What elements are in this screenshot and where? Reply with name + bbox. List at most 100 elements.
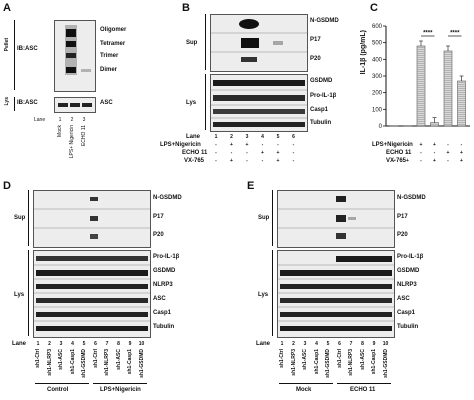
e-lane-6: 6 xyxy=(338,341,341,347)
panel-b-label: B xyxy=(182,2,190,14)
band-tetramer: Tetramer xyxy=(100,41,126,47)
band-d-p20: P20 xyxy=(153,232,164,238)
band-e-p20: P20 xyxy=(397,232,408,238)
band-d-casp1: Casp1 xyxy=(153,310,172,316)
band-d-proil1b: Pro-IL-1β xyxy=(153,254,180,260)
e-cond-6: sh1-Ctrl xyxy=(336,349,343,368)
c-mark-2-2: - xyxy=(406,150,409,156)
b-treat-3: VX-765 xyxy=(184,158,205,164)
e-cond-3: sh1-ASC xyxy=(302,349,308,370)
c-treat-2: ECHO 11 xyxy=(386,150,412,156)
ib-pellet-label: IB:ASC xyxy=(17,46,38,52)
d-cond-6: sh1-Ctrl xyxy=(92,349,99,368)
band-e-tubulin: Tubulin xyxy=(397,324,419,330)
d-lane-10: 10 xyxy=(138,341,145,347)
c-mark-1-6: - xyxy=(460,142,463,148)
d-cond-5: sh1-GSDMD xyxy=(81,349,87,378)
blot-e-sup xyxy=(277,190,395,248)
e-group-echo: ECHO 11 xyxy=(350,387,376,393)
ib-lys-label: IB:ASC xyxy=(17,100,38,106)
cond-a-lps: LPS+ Nigericin xyxy=(69,125,75,159)
band-b-ngsdmd: N-GSDMD xyxy=(310,18,339,24)
pellet-bracket xyxy=(14,20,15,90)
c-mark-2-1: - xyxy=(393,150,395,156)
c-mark-3-1: - xyxy=(393,158,395,164)
blot-d-lys xyxy=(33,250,151,338)
sup-bracket-d xyxy=(28,190,29,246)
b-mark-3-1: - xyxy=(215,158,217,164)
d-group-lps: LPS+Nigericin xyxy=(100,387,141,393)
band-b-tubulin: Tubulin xyxy=(310,120,332,126)
blot-d-sup xyxy=(33,190,151,248)
lys-bracket-e xyxy=(272,250,273,336)
e-cond-10: sh1-GSDMD xyxy=(382,349,389,378)
d-cond-4: sh1-Casp1 xyxy=(69,349,76,375)
d-lane-1: 1 xyxy=(36,341,40,347)
b-mark-1-1: - xyxy=(215,142,217,148)
c-ytick-label-6: 600 xyxy=(372,24,383,30)
sup-bracket-b xyxy=(205,14,206,70)
band-d-p17: P17 xyxy=(153,214,164,220)
panel-a-label: A xyxy=(3,2,11,14)
c-sig-label-2: **** xyxy=(450,31,460,37)
e-cond-7: sh1-NLRP3 xyxy=(348,349,354,376)
c-ytick-label-2: 200 xyxy=(372,91,383,97)
lys-bracket-d xyxy=(28,250,29,336)
e-lane-4: 4 xyxy=(315,341,318,347)
lys-bracket-a xyxy=(14,97,15,111)
d-cond-9: sh1-Casp1 xyxy=(127,349,133,375)
e-lane-9: 9 xyxy=(372,341,376,347)
band-e-nlrp3: NLRP3 xyxy=(397,282,417,288)
band-b-p17: P17 xyxy=(310,37,321,43)
c-ytick-label-5: 500 xyxy=(372,41,383,47)
c-mark-1-1: - xyxy=(393,142,395,148)
lys-label-d: Lys xyxy=(14,292,25,298)
c-ytick-label-0: 0 xyxy=(379,124,383,130)
e-lane-8: 8 xyxy=(361,341,364,347)
e-group-line-2 xyxy=(337,383,391,384)
lane-label-d: Lane xyxy=(12,341,27,347)
blot-b-sup xyxy=(210,14,308,72)
b-mark-3-4: - xyxy=(261,158,264,164)
lys-label-e: Lys xyxy=(258,292,269,298)
e-lane-2: 2 xyxy=(292,341,295,347)
band-b-proil1b: Pro-IL-1β xyxy=(310,93,337,99)
d-cond-3: sh1-ASC xyxy=(58,349,64,370)
d-cond-10: sh1-GSDMD xyxy=(138,349,145,378)
band-d-asc: ASC xyxy=(153,296,166,302)
c-mark-3-5: - xyxy=(447,158,449,164)
b-mark-1-4: - xyxy=(261,142,264,148)
lane-b-2: 2 xyxy=(230,134,233,140)
d-lane-5: 5 xyxy=(82,341,86,347)
e-cond-2: sh1-NLRP3 xyxy=(290,349,297,376)
c-mark-1-4: + xyxy=(433,142,436,148)
il1b-chart: 0 100 200 300 400 500 600 **** **** xyxy=(372,24,470,130)
c-mark-2-4: - xyxy=(433,150,436,156)
e-lane-3: 3 xyxy=(303,341,307,347)
band-e-proil1b: Pro-IL-1β xyxy=(397,254,424,260)
b-treat-2: ECHO 11 xyxy=(182,150,208,156)
d-group-line-1 xyxy=(35,383,89,384)
band-d-ngsdmd: N-GSDMD xyxy=(153,195,182,201)
c-ytick-label-1: 100 xyxy=(372,107,383,113)
c-bar-3 xyxy=(416,45,426,127)
c-mark-2-5: + xyxy=(446,150,450,156)
c-mark-2-6: + xyxy=(460,150,463,156)
c-mark-1-5: - xyxy=(447,142,449,148)
c-ytick-label-4: 400 xyxy=(372,57,383,63)
c-ylabel-wrap: IL-1β (pg/mL) xyxy=(360,30,370,120)
c-treat-3: VX-765 xyxy=(386,158,407,164)
lane-a-3: 3 xyxy=(82,117,86,123)
lys-label-b: Lys xyxy=(186,100,197,106)
band-dimer: Dimer xyxy=(100,67,118,73)
band-e-ngsdmd: N-GSDMD xyxy=(397,195,426,201)
band-d-nlrp3: NLRP3 xyxy=(153,282,173,288)
band-oligomer: Oligomer xyxy=(100,27,127,33)
lys-label-a: Lys xyxy=(4,97,10,106)
b-mark-3-2: + xyxy=(230,158,233,164)
c-ylabel: IL-1β (pg/mL) xyxy=(360,30,367,75)
e-lane-5: 5 xyxy=(326,341,330,347)
lane-b-1: 1 xyxy=(214,134,218,140)
lane-b-4: 4 xyxy=(261,134,264,140)
band-d-gsdmd: GSDMD xyxy=(153,268,176,274)
